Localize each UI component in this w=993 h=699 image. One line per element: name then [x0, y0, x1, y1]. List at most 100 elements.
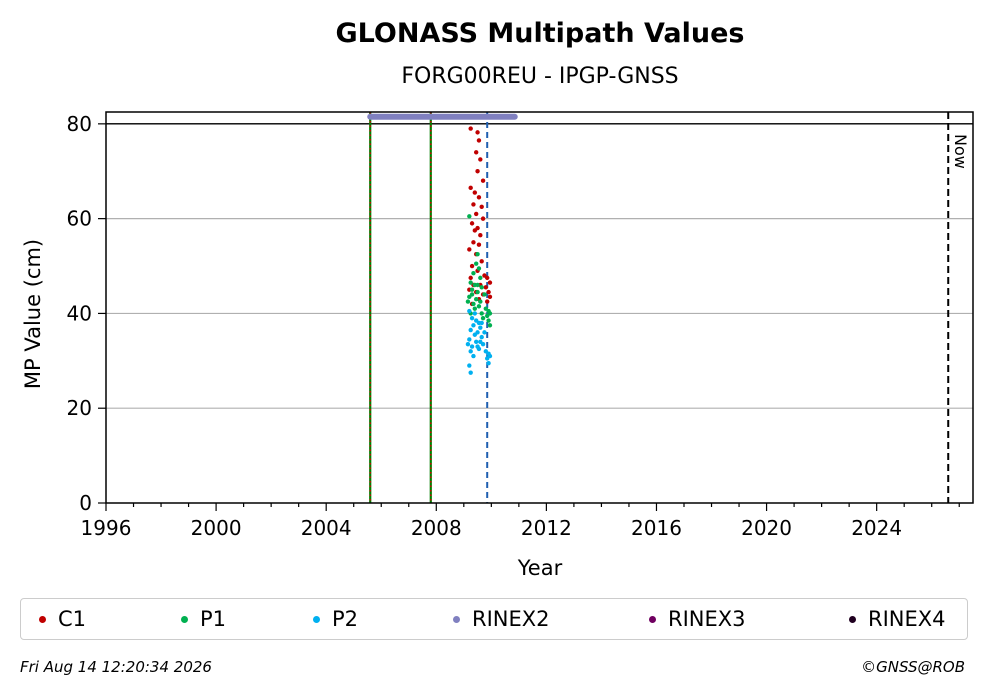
y-axis-label: MP Value (cm)	[21, 239, 45, 389]
data-points	[367, 113, 518, 375]
plot-area-frame	[105, 111, 974, 504]
point-P2-18	[485, 356, 490, 361]
x-tick-label-4: 2012	[521, 516, 572, 540]
legend-marker	[313, 615, 320, 623]
legend-label: C1	[58, 607, 87, 631]
legend-item-RINEX4: RINEX4	[849, 599, 946, 639]
point-C1-11	[479, 204, 484, 209]
point-C1-17	[478, 233, 483, 238]
point-C1-10	[471, 202, 476, 207]
y-tick-label-3: 60	[67, 207, 92, 231]
point-P1-0	[467, 214, 472, 219]
point-P1-3	[476, 266, 482, 271]
point-C1-5	[475, 169, 480, 174]
grid-lines	[106, 123, 973, 409]
point-P1-23	[472, 306, 478, 311]
legend-marker	[181, 615, 188, 623]
chart-subtitle: FORG00REU - IPGP-GNSS	[401, 64, 678, 89]
legend: C1 P1 P2 RINEX2 RINEX3 RINEX4	[20, 598, 968, 640]
chart-title: GLONASS Multipath Values	[335, 18, 744, 49]
legend-marker	[649, 615, 656, 623]
point-C1-27	[487, 280, 493, 285]
point-C1-29	[486, 289, 491, 295]
point-P2-21	[471, 353, 476, 359]
x-tick-label-3: 2008	[411, 516, 462, 540]
point-P1-25	[487, 323, 493, 328]
point-P1-14	[478, 299, 483, 304]
point-P1-2	[473, 261, 479, 266]
point-P1-5	[478, 275, 483, 281]
legend-label: P2	[332, 607, 359, 631]
point-P1-21	[480, 315, 486, 321]
point-P1-29	[475, 282, 480, 288]
legend-item-P1: P1	[181, 599, 226, 639]
x-tick-label-1: 2000	[191, 516, 242, 540]
now-label: Now	[951, 134, 970, 169]
point-C1-14	[469, 221, 475, 226]
point-P2-20	[468, 349, 473, 354]
point-C1-28	[483, 285, 489, 290]
point-P2-4	[471, 323, 476, 328]
point-C1-0	[468, 126, 473, 131]
point-P1-24	[486, 318, 491, 323]
point-C1-8	[472, 190, 478, 195]
point-P2-1	[469, 315, 475, 321]
point-P2-26	[468, 370, 473, 375]
point-P1-28	[469, 292, 475, 297]
point-P2-28	[479, 320, 484, 326]
point-P2-22	[465, 342, 471, 347]
x-tick-label-2: 2004	[301, 516, 352, 540]
point-P1-1	[475, 251, 480, 257]
footer-copyright: ©GNSS@ROB	[861, 658, 965, 676]
y-tick-label-4: 80	[67, 112, 92, 136]
point-C1-34	[487, 294, 493, 300]
legend-marker	[849, 615, 856, 623]
point-P1-10	[475, 289, 480, 295]
point-P1-13	[473, 297, 479, 302]
point-P1-6	[468, 280, 473, 285]
point-C1-26	[485, 275, 490, 281]
point-C1-1	[475, 130, 480, 135]
point-P2-6	[468, 327, 473, 333]
legend-label: RINEX4	[868, 607, 946, 631]
point-P2-23	[478, 339, 483, 345]
point-P2-27	[475, 344, 480, 349]
legend-marker	[453, 615, 460, 623]
footer-timestamp: Fri Aug 14 12:20:34 2026	[20, 658, 212, 676]
point-P2-5	[478, 325, 483, 330]
point-P2-0	[467, 308, 472, 314]
point-C1-12	[473, 211, 479, 217]
point-P1-27	[479, 311, 484, 316]
legend-label: RINEX3	[668, 607, 746, 631]
point-C1-3	[473, 150, 479, 155]
point-P2-24	[482, 330, 487, 335]
point-P2-11	[473, 339, 479, 345]
x-tick-label-5: 2016	[631, 516, 682, 540]
y-tick-label-1: 20	[67, 396, 92, 420]
point-C1-35	[485, 299, 490, 304]
point-C1-18	[471, 240, 476, 245]
multipath-chart: GLONASS Multipath Values FORG00REU - IPG…	[21, 18, 974, 580]
point-P1-16	[476, 304, 482, 309]
point-P1-9	[469, 287, 475, 292]
point-P2-9	[479, 334, 484, 340]
point-C1-22	[479, 259, 484, 264]
point-C1-4	[478, 157, 483, 162]
legend-label: RINEX2	[472, 607, 550, 631]
x-tick-label-7: 2024	[851, 516, 902, 540]
point-C1-2	[476, 138, 482, 143]
point-P2-10	[467, 337, 472, 342]
legend-item-C1: C1	[39, 599, 86, 639]
y-tick-label-0: 0	[79, 491, 92, 515]
legend-label: P1	[200, 607, 227, 631]
event-lines	[369, 112, 950, 503]
point-P2-13	[469, 344, 475, 349]
point-P2-29	[472, 311, 478, 316]
legend-marker	[39, 615, 46, 623]
point-C1-20	[467, 247, 472, 252]
point-C1-6	[480, 178, 486, 183]
legend-item-P2: P2	[313, 599, 358, 639]
point-C1-9	[476, 195, 482, 200]
y-tick-label-2: 40	[67, 301, 92, 325]
point-C1-16	[472, 228, 478, 233]
